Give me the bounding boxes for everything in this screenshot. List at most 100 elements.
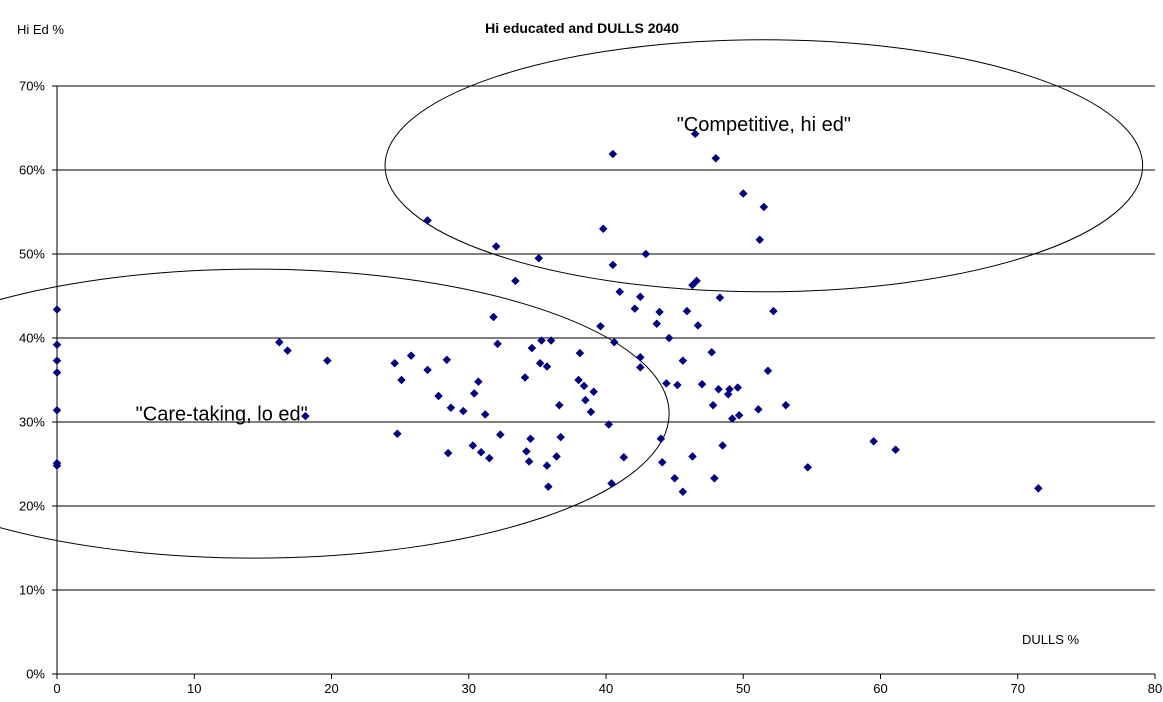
data-point	[608, 260, 618, 270]
y-tick-label: 40%	[19, 331, 45, 346]
data-point	[641, 249, 651, 259]
data-point	[442, 355, 452, 365]
data-point	[495, 430, 505, 439]
data-point	[52, 461, 62, 471]
data-point	[390, 358, 399, 368]
data-point	[707, 347, 717, 357]
data-point	[619, 452, 629, 462]
data-point	[781, 400, 791, 410]
data-point	[869, 436, 878, 446]
data-point	[656, 434, 666, 444]
data-point	[678, 487, 688, 497]
x-tick-label: 80	[1148, 681, 1162, 696]
data-point	[655, 307, 664, 317]
data-point	[581, 395, 590, 405]
annotations: "Care-taking, lo ed" "Competitive, hi ed"	[136, 114, 851, 426]
data-point	[489, 312, 498, 322]
data-point	[690, 129, 700, 139]
data-point	[759, 202, 769, 212]
data-point	[688, 452, 697, 461]
data-point	[301, 411, 310, 421]
data-point	[527, 343, 537, 353]
data-point	[484, 453, 494, 463]
y-tick-label: 50%	[19, 247, 45, 262]
data-point	[662, 379, 671, 388]
data-point	[574, 375, 583, 385]
x-tick-labels: 0 10 20 30 40 50 60 70 80	[53, 681, 1162, 696]
data-point	[274, 337, 284, 347]
data-point	[693, 321, 703, 330]
y-tick-label: 70%	[19, 79, 45, 94]
data-point	[552, 452, 561, 461]
data-point	[769, 306, 778, 316]
data-point	[579, 381, 589, 391]
data-point	[542, 362, 552, 371]
region-ellipse	[0, 268, 670, 559]
data-point	[664, 333, 674, 343]
data-point	[423, 365, 432, 375]
data-point	[546, 336, 556, 345]
data-point	[725, 384, 734, 394]
axes	[56, 86, 1156, 679]
data-point	[522, 447, 531, 456]
data-point	[586, 407, 596, 417]
data-point	[596, 321, 605, 331]
data-point	[727, 414, 737, 423]
data-point	[520, 373, 530, 382]
data-point	[474, 377, 483, 387]
x-tick-label: 60	[873, 681, 887, 696]
data-point	[434, 391, 443, 401]
region-ellipses	[0, 39, 1144, 559]
x-tick-label: 10	[187, 681, 201, 696]
data-point	[604, 420, 614, 429]
y-tick-label: 10%	[19, 583, 45, 598]
annotation-label: "Competitive, hi ed"	[677, 114, 851, 136]
data-point	[652, 319, 662, 329]
data-point	[556, 432, 566, 442]
annotation-label: "Care-taking, lo ed"	[136, 404, 308, 426]
data-point	[635, 363, 645, 372]
data-point	[443, 448, 453, 458]
data-point	[446, 403, 456, 413]
data-point	[755, 235, 765, 245]
gridlines	[52, 85, 1155, 675]
data-point	[406, 351, 416, 360]
data-point	[733, 383, 743, 392]
data-point	[708, 400, 718, 410]
data-point	[670, 473, 679, 483]
data-point	[607, 478, 616, 488]
data-point	[609, 337, 619, 347]
data-point	[630, 304, 640, 313]
y-tick-label: 30%	[19, 415, 45, 430]
data-point	[480, 410, 490, 419]
data-point	[697, 379, 707, 389]
data-point	[575, 348, 585, 358]
data-point	[52, 305, 62, 314]
data-point	[526, 434, 535, 444]
data-point	[52, 340, 62, 350]
data-point	[711, 153, 721, 163]
data-point	[608, 149, 618, 159]
data-point	[469, 389, 479, 398]
y-tick-label: 20%	[19, 499, 45, 514]
data-point	[323, 356, 332, 366]
data-point	[589, 387, 599, 397]
y-tick-label: 0%	[26, 667, 45, 682]
data-point	[715, 293, 725, 303]
data-point	[397, 375, 406, 385]
data-point	[542, 461, 552, 471]
data-point	[458, 406, 468, 416]
data-point	[635, 352, 645, 362]
data-point	[554, 400, 564, 410]
data-point	[763, 366, 773, 376]
data-point	[635, 292, 645, 302]
data-point	[535, 358, 545, 368]
x-tick-label: 40	[599, 681, 613, 696]
data-point	[714, 384, 723, 394]
x-tick-label: 30	[462, 681, 476, 696]
data-point	[891, 445, 900, 455]
data-point	[598, 224, 608, 234]
data-point	[738, 189, 748, 198]
data-point	[537, 336, 546, 345]
